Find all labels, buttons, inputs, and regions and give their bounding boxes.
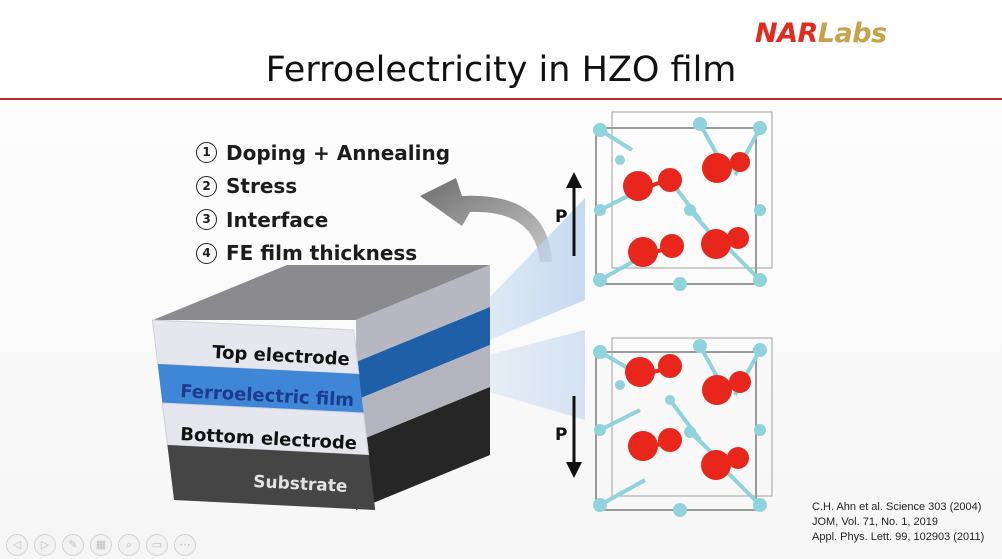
next-slide-button[interactable]: ▷: [34, 534, 56, 556]
side-ferroelectric: [356, 307, 490, 400]
polarization-up-label: P: [555, 207, 567, 227]
factor-text: Doping + Annealing: [226, 140, 451, 165]
reference-line: Appl. Phys. Lett. 99, 102903 (2011): [812, 531, 985, 543]
side-top-electrode: [356, 265, 490, 362]
factor-text: Stress: [226, 174, 298, 199]
side-bottom-electrode: [356, 345, 490, 442]
circled-number: 1: [196, 142, 217, 164]
circled-number: 3: [196, 209, 217, 231]
front-ferroelectric: [157, 364, 364, 413]
curved-arrow: [420, 178, 552, 262]
polarization-down-label: P: [555, 425, 567, 445]
factor-item: 4 FE film thickness: [196, 237, 450, 271]
factor-text: Interface: [226, 207, 329, 232]
slides-grid-button[interactable]: ▦: [90, 534, 112, 556]
side-substrate: [356, 387, 490, 510]
more-options-button[interactable]: ⋯: [174, 534, 196, 556]
stack-top-face: [153, 265, 490, 320]
pen-tool-button[interactable]: ✎: [62, 534, 84, 556]
zoom-beam-lower: [422, 330, 585, 420]
label-substrate: Substrate: [253, 472, 348, 497]
narlabs-logo: NARLabs: [755, 18, 887, 49]
subtitles-button[interactable]: ▭: [146, 534, 168, 556]
factor-list: 1 Doping + Annealing 2 Stress 3 Interface 4…: [196, 136, 450, 270]
references: C.H. Ahn et al. Science 303 (2004) JOM, …: [812, 500, 984, 545]
title-divider: [0, 98, 1002, 100]
reference-line: C.H. Ahn et al. Science 303 (2004): [812, 501, 982, 513]
presentation-toolbar: ◁ ▷ ✎ ▦ ⌕ ▭ ⋯: [6, 534, 196, 556]
circled-number: 4: [196, 242, 217, 264]
prev-slide-button[interactable]: ◁: [6, 534, 28, 556]
logo-part-nar: NAR: [755, 18, 818, 49]
slide-title: Ferroelectricity in HZO film: [265, 50, 737, 90]
factor-item: 3 Interface: [196, 203, 450, 237]
factor-item: 1 Doping + Annealing: [196, 136, 450, 170]
circled-number: 2: [196, 175, 217, 197]
reference-line: JOM, Vol. 71, No. 1, 2019: [812, 516, 938, 528]
crystal-structure-polarization-up: [593, 111, 773, 291]
front-substrate: [167, 445, 376, 510]
factor-item: 2 Stress: [196, 170, 450, 204]
logo-part-labs: Labs: [817, 18, 887, 49]
zoom-button[interactable]: ⌕: [118, 534, 140, 556]
factor-text: FE film thickness: [226, 241, 418, 266]
polarization-down-arrow: [566, 396, 582, 478]
crystal-structure-polarization-down: [593, 337, 773, 517]
polarization-up-arrow: [566, 172, 582, 256]
